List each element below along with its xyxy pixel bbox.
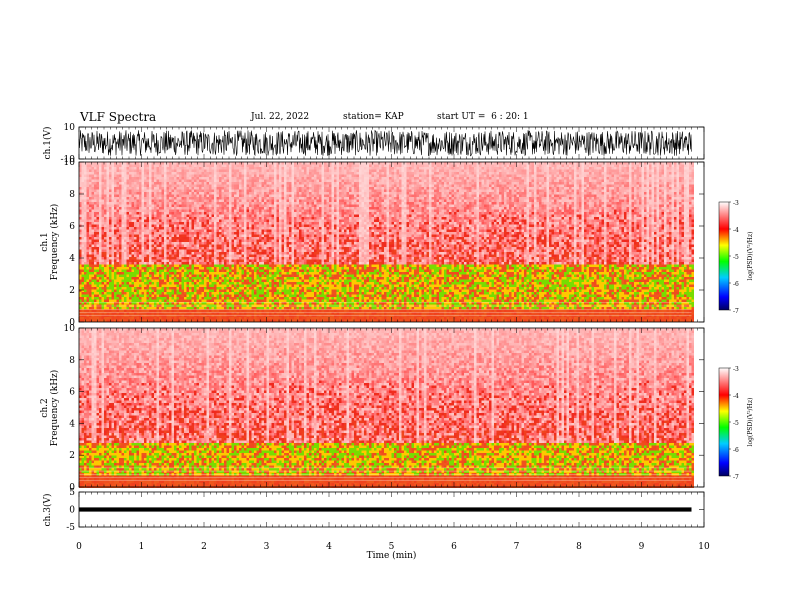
ch2-spec-ytick-label: 2 <box>69 451 75 461</box>
ch2-colorbar <box>718 367 730 477</box>
ch1-spec-ylabel-channel: ch.1 <box>40 232 50 251</box>
ch1-spec-ytick-label: 10 <box>64 158 76 168</box>
ch3-wave-ytick-label: 5 <box>69 488 75 498</box>
ch2-spec-ylabel-channel: ch.2 <box>40 398 50 417</box>
ch1-spec-ytick-label: 8 <box>69 190 75 200</box>
x-tick-label: 5 <box>389 542 395 552</box>
ch1-colorbar <box>718 201 730 311</box>
ch1-spec-ytick-label: 4 <box>69 254 75 264</box>
x-tick-label: 3 <box>264 542 270 552</box>
ch1-spectrogram-image <box>79 162 694 322</box>
station-label: station= KAP <box>343 112 404 122</box>
x-tick-label: 6 <box>451 542 457 552</box>
x-tick-label: 2 <box>201 542 207 552</box>
ch1-colorbar-label: log(PSD)(V²/Hz) <box>747 232 754 281</box>
ch1-waveform-line <box>78 129 692 157</box>
ch2-colorbar-tick-label: -5 <box>733 420 739 427</box>
ch3-wave-ytick-label: -5 <box>66 523 75 533</box>
ch1-colorbar-tick-label: -5 <box>733 254 739 261</box>
x-tick-label: 1 <box>139 542 145 552</box>
ch1-wave-ytick-label: -10 <box>61 155 76 165</box>
ch2-colorbar-tick-label: -3 <box>733 366 739 373</box>
ch1-spec-ytick-label: 6 <box>69 222 75 232</box>
ch1-spec-ytick-label: 2 <box>69 286 75 296</box>
ch2-spec-ytick-label: 6 <box>69 388 75 398</box>
ch1-wave-ylabel: ch.1(V) <box>42 127 53 160</box>
x-tick-label: 7 <box>514 542 520 552</box>
x-tick-label: 10 <box>698 542 710 552</box>
ch1-colorbar-tick-label: -4 <box>733 227 739 234</box>
ch2-colorbar-tick-label: -7 <box>733 474 739 481</box>
ch2-spec-ytick-label: 10 <box>64 324 76 334</box>
ch2-spec-ytick-label: 8 <box>69 356 75 366</box>
x-tick-label: 9 <box>639 542 645 552</box>
start-time-label: start UT = 6 : 20: 1 <box>437 112 529 122</box>
date-label: Jul. 22, 2022 <box>251 112 309 122</box>
ch2-spectrogram-image <box>79 328 694 488</box>
x-tick-label: 4 <box>326 542 332 552</box>
ch1-spec-ytick-label: 0 <box>69 318 75 328</box>
ch1-wave-ytick-label: 10 <box>64 123 76 133</box>
x-tick-label: 8 <box>576 542 582 552</box>
ch2-spec-ytick-label: 0 <box>69 483 75 493</box>
x-axis-label: Time (min) <box>367 550 417 561</box>
x-tick-label: 0 <box>76 542 82 552</box>
ch3-waveform-band <box>79 507 692 512</box>
ch1-colorbar-tick-label: -6 <box>733 281 739 288</box>
ch1-colorbar-tick-label: -3 <box>733 200 739 207</box>
ch3-wave-ylabel: ch.3(V) <box>42 494 53 527</box>
ch2-colorbar-tick-label: -6 <box>733 447 739 454</box>
page-title: VLF Spectra <box>80 110 156 124</box>
ch2-colorbar-tick-label: -4 <box>733 393 739 400</box>
ch1-spec-ylabel-frequency: Frequency (kHz) <box>49 204 60 281</box>
ch2-colorbar-label: log(PSD)(V²/Hz) <box>747 398 754 447</box>
ch3-wave-ytick-label: 0 <box>69 506 75 516</box>
ch2-spec-ytick-label: 4 <box>69 419 75 429</box>
ch2-spec-ylabel-frequency: Frequency (kHz) <box>49 370 60 447</box>
ch1-colorbar-tick-label: -7 <box>733 308 739 315</box>
